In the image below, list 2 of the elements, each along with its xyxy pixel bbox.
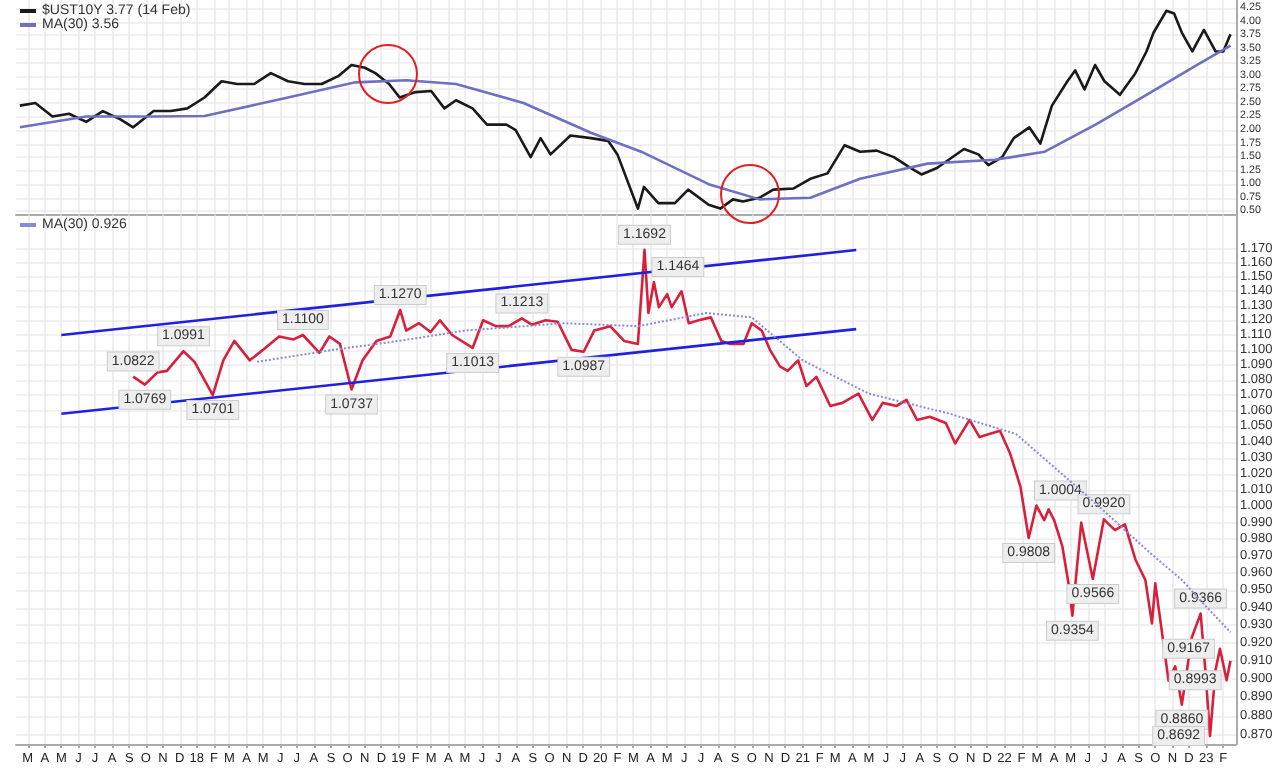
line-series <box>256 312 1232 634</box>
line-series <box>18 44 1232 201</box>
